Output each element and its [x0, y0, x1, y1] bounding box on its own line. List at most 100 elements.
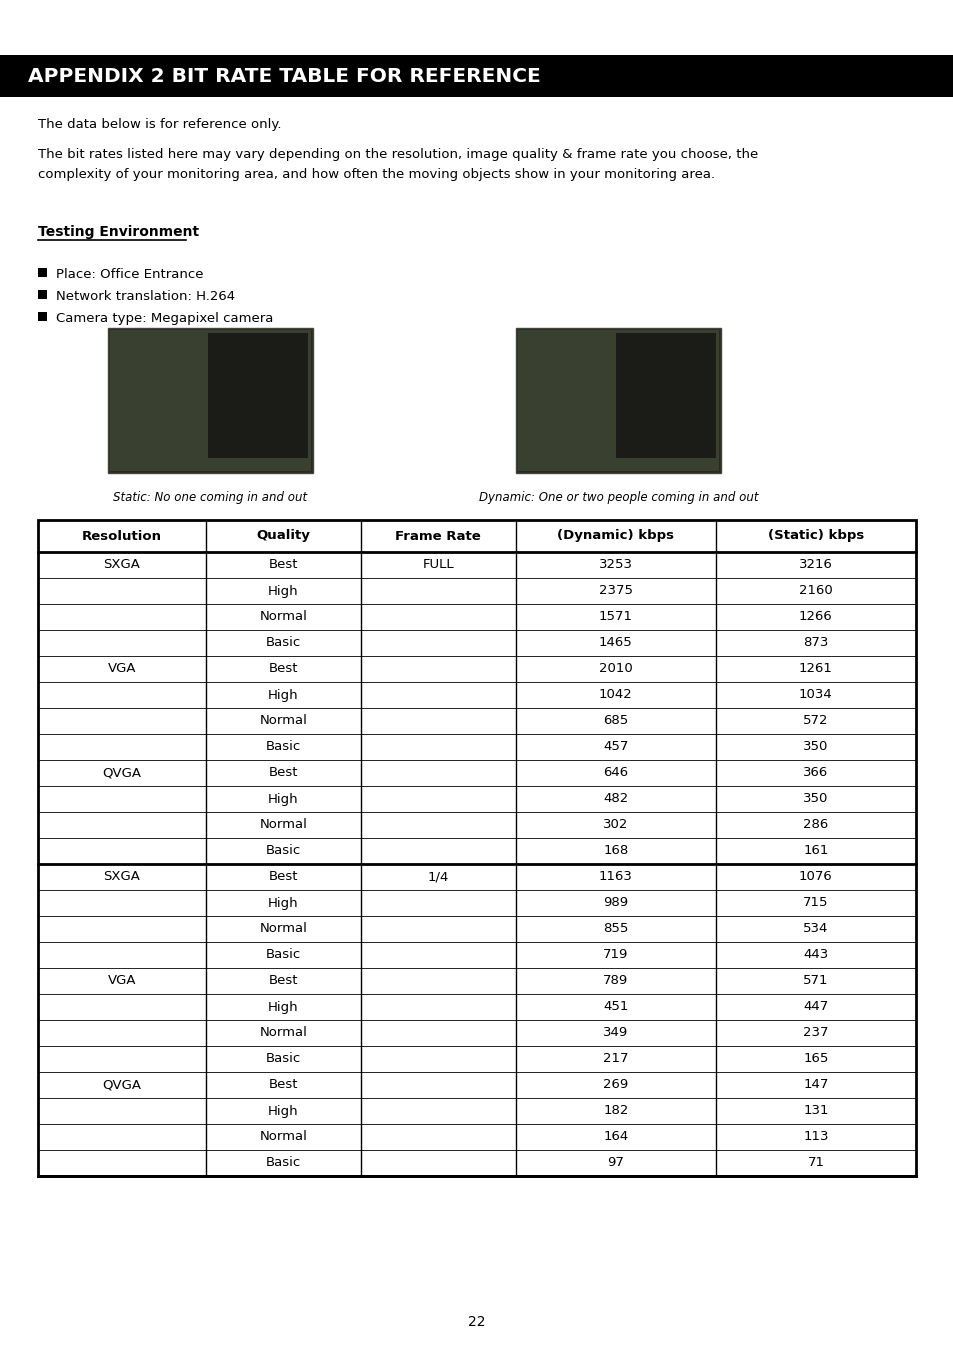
Text: APPENDIX 2 BIT RATE TABLE FOR REFERENCE: APPENDIX 2 BIT RATE TABLE FOR REFERENCE: [28, 66, 540, 85]
Text: Normal: Normal: [259, 611, 307, 624]
Text: 715: 715: [802, 897, 828, 909]
Text: 873: 873: [802, 636, 828, 650]
Text: Basic: Basic: [266, 844, 300, 858]
Bar: [208, 332, 308, 458]
Text: 286: 286: [802, 819, 828, 831]
Bar: [38, 290, 47, 299]
Text: 147: 147: [802, 1078, 828, 1092]
Text: 1/4: 1/4: [427, 870, 449, 884]
Text: 646: 646: [602, 766, 628, 780]
Text: 1266: 1266: [799, 611, 832, 624]
Text: Quality: Quality: [256, 530, 310, 543]
Text: 1076: 1076: [799, 870, 832, 884]
Text: Camera type: Megapixel camera: Camera type: Megapixel camera: [56, 312, 274, 326]
Text: 168: 168: [602, 844, 628, 858]
Text: Basic: Basic: [266, 1156, 300, 1170]
Text: 451: 451: [602, 1001, 628, 1013]
Text: SXGA: SXGA: [103, 558, 140, 571]
Text: Best: Best: [269, 870, 297, 884]
Bar: [616, 332, 716, 458]
Text: 789: 789: [602, 974, 628, 988]
Text: Resolution: Resolution: [82, 530, 162, 543]
Text: Normal: Normal: [259, 819, 307, 831]
Bar: [517, 330, 719, 471]
Text: Static: No one coming in and out: Static: No one coming in and out: [113, 490, 307, 504]
Text: Normal: Normal: [259, 1027, 307, 1039]
Text: Normal: Normal: [259, 1131, 307, 1143]
Text: 443: 443: [802, 948, 828, 962]
Text: (Dynamic) kbps: (Dynamic) kbps: [557, 530, 674, 543]
Text: SXGA: SXGA: [103, 870, 140, 884]
Text: 350: 350: [802, 740, 828, 754]
Text: 217: 217: [602, 1052, 628, 1066]
Text: The bit rates listed here may vary depending on the resolution, image quality & : The bit rates listed here may vary depen…: [38, 149, 758, 161]
Text: VGA: VGA: [108, 974, 136, 988]
Text: 685: 685: [602, 715, 628, 727]
Text: 482: 482: [602, 793, 628, 805]
Text: 3216: 3216: [799, 558, 832, 571]
Text: 447: 447: [802, 1001, 828, 1013]
Text: 113: 113: [802, 1131, 828, 1143]
Text: Basic: Basic: [266, 948, 300, 962]
Text: 2375: 2375: [598, 585, 632, 597]
Text: High: High: [268, 689, 298, 701]
Text: High: High: [268, 585, 298, 597]
Text: Basic: Basic: [266, 1052, 300, 1066]
Text: 571: 571: [802, 974, 828, 988]
Bar: [110, 330, 311, 471]
Text: Normal: Normal: [259, 923, 307, 935]
Text: (Static) kbps: (Static) kbps: [767, 530, 863, 543]
Text: Best: Best: [269, 558, 297, 571]
Text: High: High: [268, 897, 298, 909]
Text: 1465: 1465: [598, 636, 632, 650]
Text: The data below is for reference only.: The data below is for reference only.: [38, 118, 281, 131]
Text: 572: 572: [802, 715, 828, 727]
Text: 71: 71: [806, 1156, 823, 1170]
Text: 719: 719: [602, 948, 628, 962]
Text: Network translation: H.264: Network translation: H.264: [56, 290, 234, 303]
Text: 269: 269: [602, 1078, 628, 1092]
Text: 1261: 1261: [799, 662, 832, 676]
Bar: [0, 55, 953, 97]
Text: Best: Best: [269, 1078, 297, 1092]
Text: Testing Environment: Testing Environment: [38, 226, 199, 239]
Text: Basic: Basic: [266, 636, 300, 650]
Text: Place: Office Entrance: Place: Office Entrance: [56, 267, 203, 281]
Text: 1042: 1042: [598, 689, 632, 701]
Text: 161: 161: [802, 844, 828, 858]
Bar: [38, 267, 47, 277]
Text: 3253: 3253: [598, 558, 632, 571]
Text: 350: 350: [802, 793, 828, 805]
Text: 2010: 2010: [598, 662, 632, 676]
Text: Best: Best: [269, 974, 297, 988]
Bar: [38, 520, 915, 1175]
Text: 165: 165: [802, 1052, 828, 1066]
Text: VGA: VGA: [108, 662, 136, 676]
Text: Dynamic: One or two people coming in and out: Dynamic: One or two people coming in and…: [478, 490, 758, 504]
Text: Normal: Normal: [259, 715, 307, 727]
Bar: [38, 312, 47, 322]
Text: High: High: [268, 793, 298, 805]
Text: 457: 457: [602, 740, 628, 754]
Text: complexity of your monitoring area, and how often the moving objects show in you: complexity of your monitoring area, and …: [38, 168, 715, 181]
Text: Basic: Basic: [266, 740, 300, 754]
Text: 237: 237: [802, 1027, 828, 1039]
Text: 989: 989: [602, 897, 628, 909]
Text: QVGA: QVGA: [102, 766, 141, 780]
Text: 366: 366: [802, 766, 828, 780]
Text: High: High: [268, 1105, 298, 1117]
Text: 22: 22: [468, 1315, 485, 1329]
Text: 302: 302: [602, 819, 628, 831]
Text: QVGA: QVGA: [102, 1078, 141, 1092]
Text: 1571: 1571: [598, 611, 632, 624]
Text: Best: Best: [269, 662, 297, 676]
Text: FULL: FULL: [422, 558, 454, 571]
Text: 1163: 1163: [598, 870, 632, 884]
Text: 131: 131: [802, 1105, 828, 1117]
Text: 855: 855: [602, 923, 628, 935]
Text: 2160: 2160: [799, 585, 832, 597]
Text: Frame Rate: Frame Rate: [395, 530, 480, 543]
Bar: [108, 328, 313, 473]
Text: 182: 182: [602, 1105, 628, 1117]
Text: 97: 97: [607, 1156, 623, 1170]
